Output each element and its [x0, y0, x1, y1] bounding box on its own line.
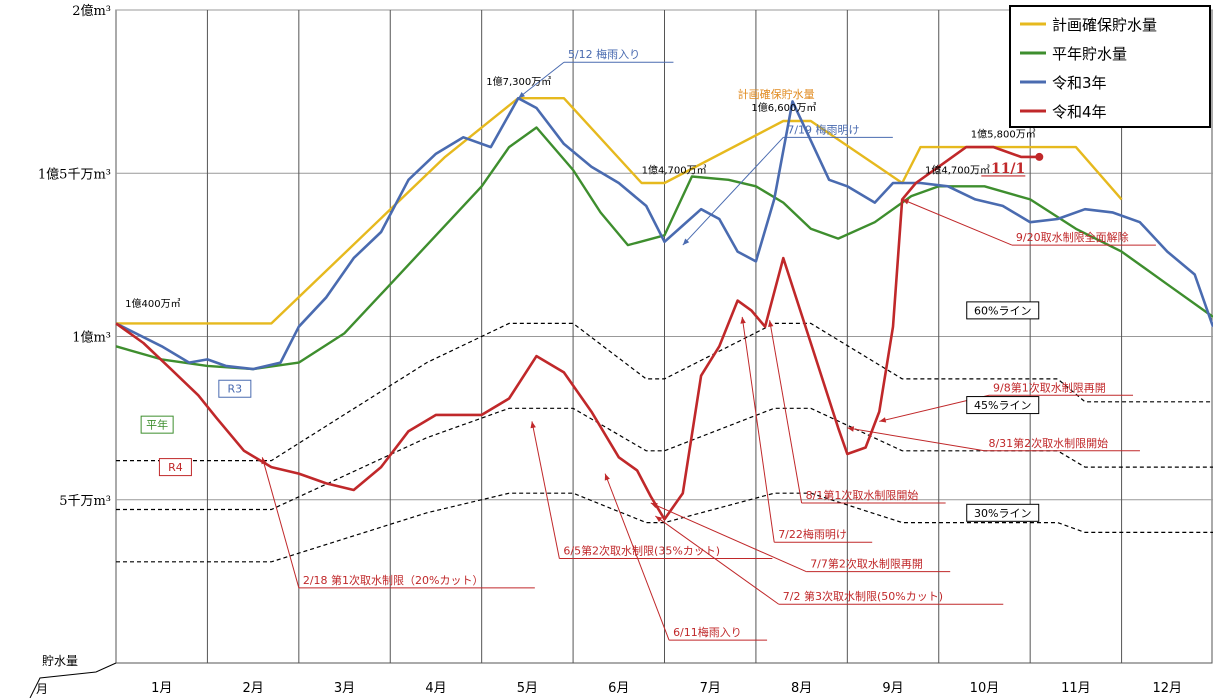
callout-arrowhead — [768, 320, 774, 327]
callout-leader — [531, 421, 560, 559]
boxed-label-frame — [140, 415, 174, 434]
y-axis-title: 貯水量 — [42, 654, 78, 668]
callout-label: 9/20取水制限全面解除 — [1016, 230, 1129, 244]
x-tick-label: 10月 — [970, 681, 1000, 696]
callout-leader — [741, 316, 775, 543]
callout-label: 7/19 梅雨明け — [787, 122, 859, 136]
boxed-label: 30%ライン — [974, 507, 1031, 520]
callout-leader — [261, 457, 300, 589]
boxed-label: 60%ライン — [974, 304, 1031, 317]
y-tick-label: 5千万m³ — [59, 494, 111, 509]
callout-arrowhead — [740, 316, 746, 324]
axes: 5千万m³ 1億m³ 1億5千万m³ 2億m³ 1月 2月 3月 4月 5月 6月 7月 8月 9月 10… — [29, 3, 1183, 698]
callout-label: 6/11梅雨入り — [673, 625, 742, 639]
callout-leader — [769, 320, 803, 504]
callout-label: 7/22梅雨明け — [778, 527, 847, 541]
boxed-label-frame — [218, 379, 252, 398]
series-line — [116, 96, 1123, 325]
x-tick-label: 12月 — [1153, 681, 1183, 696]
legend-label: 令和4年 — [1052, 103, 1107, 121]
boxed-label: 平年 — [146, 418, 168, 432]
value-label: 1億6,600万㎥ — [751, 101, 816, 114]
x-tick-label: 7月 — [700, 681, 721, 696]
x-tick-label: 6月 — [608, 681, 629, 696]
callout-label: 5/12 梅雨入り — [568, 47, 640, 61]
callout-arrowhead — [682, 238, 690, 246]
value-label: 1億7,300万㎥ — [486, 75, 551, 88]
annotations: 5/12 梅雨入り 7/19 梅雨明け 9/20取水制限全面解除 9/8第1次取水制限… — [125, 47, 1156, 641]
boxed-label: 45%ライン — [974, 399, 1031, 412]
x-tick-label: 1月 — [151, 681, 172, 696]
callout-arrowhead — [879, 417, 887, 423]
value-label: 1億4,700万㎥ — [925, 163, 990, 176]
boxed-label-frame — [966, 396, 1040, 415]
x-tick-label: 2月 — [242, 681, 263, 696]
y-tick-label: 2億m³ — [72, 3, 111, 19]
callout-label: 8/31第2次取水制限開始 — [988, 436, 1108, 450]
callout-arrowhead — [261, 457, 267, 465]
x-tick-label: 9月 — [882, 681, 903, 696]
boxed-label-frame — [158, 458, 192, 477]
callout-arrowhead — [518, 92, 525, 99]
callout-arrowhead — [902, 199, 910, 205]
callout-label: 7/2 第3次取水制限(50%カット) — [783, 589, 943, 603]
value-label: 1億5,800万㎥ — [971, 127, 1036, 140]
level-line — [116, 322, 1213, 462]
x-tick-label: 3月 — [334, 681, 355, 696]
legend-label: 平年貯水量 — [1052, 45, 1127, 63]
axis-corner-line — [29, 662, 117, 698]
legend-label: 令和3年 — [1052, 74, 1107, 92]
callout-arrowhead — [530, 421, 536, 429]
x-tick-label: 8月 — [791, 681, 812, 696]
callout-leader — [517, 61, 565, 99]
callout-label: 7/7第2次取水制限再開 — [810, 557, 923, 571]
boxed-label: R4 — [168, 461, 183, 474]
level-line — [116, 492, 1213, 563]
value-label: 1億4,700万㎥ — [642, 163, 707, 176]
callout-leader — [682, 136, 784, 246]
series-lines — [115, 96, 1213, 521]
x-tick-label: 11月 — [1061, 681, 1091, 696]
boxed-label-frame — [966, 503, 1040, 522]
callout-label: 2/18 第1次取水制限（20%カット） — [303, 573, 484, 587]
date-label: 11/1 — [991, 161, 1025, 177]
callout-leader — [604, 473, 670, 641]
callout-arrowhead — [650, 503, 658, 509]
date-marker — [1035, 152, 1044, 161]
callout-arrowhead — [847, 426, 855, 432]
boxed-label-frame — [966, 301, 1040, 320]
series-line — [115, 145, 1040, 521]
x-axis-title: 月 — [36, 682, 48, 696]
legend-label: 計画確保貯水量 — [1052, 16, 1157, 34]
callout-arrowhead — [604, 473, 610, 481]
plan-series-label: 計画確保貯水量 — [738, 87, 815, 101]
callout-leader — [650, 502, 807, 573]
series-line — [115, 96, 1213, 371]
callout-label: 9/8第1次取水制限再開 — [993, 380, 1106, 394]
callout-label: 6/5第2次取水制限(35%カット) — [563, 544, 720, 558]
callout-leader — [847, 427, 985, 452]
x-tick-label: 5月 — [517, 681, 538, 696]
legend-box — [1009, 5, 1211, 128]
callout-leader — [655, 515, 780, 605]
x-tick-label: 4月 — [425, 681, 446, 696]
callout-arrowhead — [655, 516, 663, 522]
value-label: 1億400万㎥ — [125, 297, 180, 310]
callout-label: 8/1第1次取水制限開始 — [806, 488, 919, 502]
y-tick-label: 1億5千万m³ — [38, 166, 111, 182]
series-line — [115, 126, 1213, 371]
y-tick-label: 1億m³ — [72, 330, 111, 346]
boxed-label: R3 — [228, 383, 243, 396]
callout-leader — [901, 198, 1013, 246]
